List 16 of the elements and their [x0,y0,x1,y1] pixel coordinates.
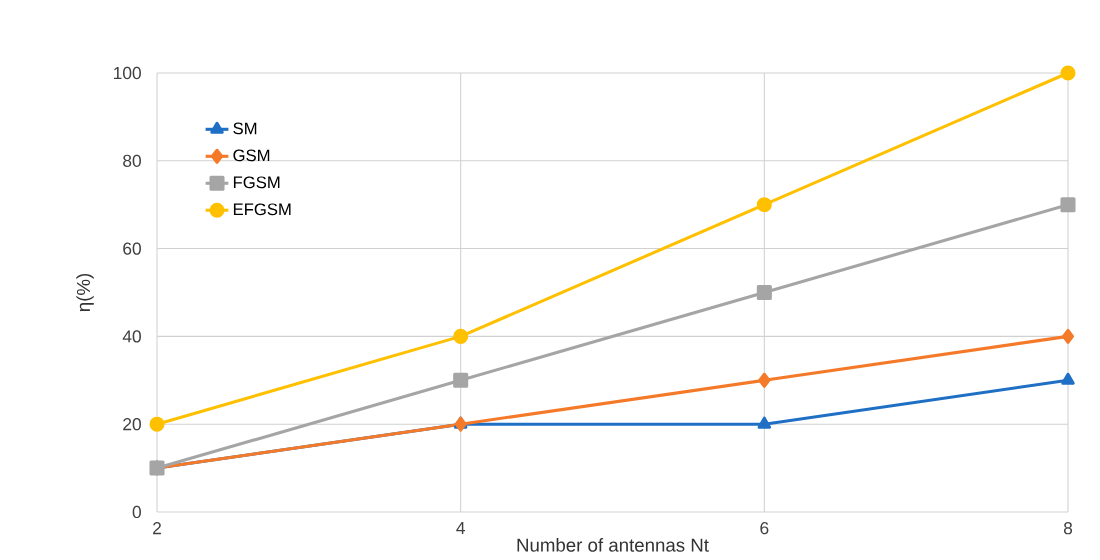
legend-label: GSM [233,149,270,162]
y-tick-label: 40 [122,330,141,343]
legend-label: FGSM [233,176,280,189]
y-tick-label: 100 [114,66,141,80]
x-tick-label: 4 [456,522,465,534]
y-axis-title: η(%) [76,273,94,312]
y-tick-label: 60 [123,242,141,255]
x-axis-title: Number of antennas Nt [517,538,709,552]
x-tick-label: 8 [1063,522,1073,535]
x-tick-label: 6 [760,522,769,535]
legend-label: SM [233,122,257,135]
y-tick-label: 80 [123,154,141,167]
x-tick-label: 2 [153,522,161,535]
y-tick-label: 20 [123,418,141,431]
y-tick-label: 0 [132,505,141,519]
legend-label: EFGSM [233,203,291,216]
